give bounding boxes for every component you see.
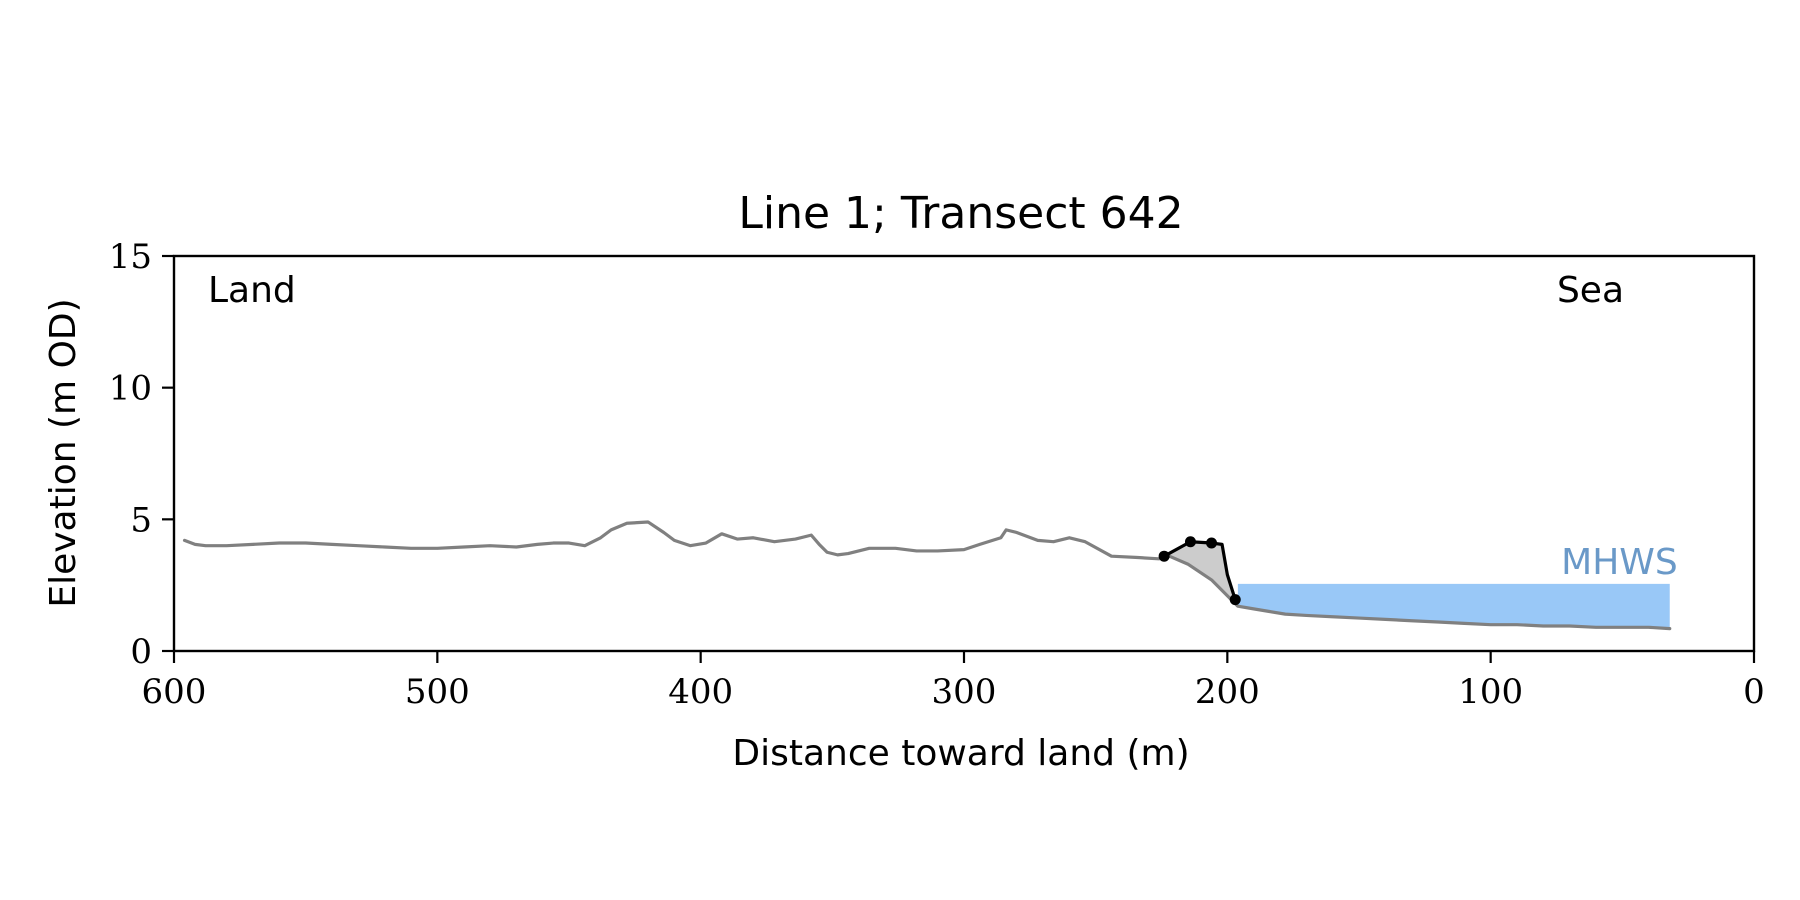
x-tick-label: 400 — [668, 672, 733, 712]
x-tick-label: 200 — [1195, 672, 1260, 712]
x-tick-label: 600 — [142, 672, 207, 712]
x-tick-label: 500 — [405, 672, 470, 712]
x-axis-label: Distance toward land (m) — [732, 733, 1189, 774]
sea-annotation: Sea — [1557, 270, 1624, 311]
y-axis-label: Elevation (m OD) — [43, 298, 84, 607]
x-tick-label: 100 — [1458, 672, 1523, 712]
cliff-marker — [1184, 536, 1196, 548]
cliff-marker — [1229, 594, 1241, 606]
x-axis-ticks: 600 500 400 300 200 100 0 — [142, 651, 1765, 712]
y-tick-label: 15 — [109, 237, 152, 277]
x-tick-label: 0 — [1743, 672, 1765, 712]
cliff-marker — [1158, 550, 1170, 562]
y-axis-ticks: 0 5 10 15 — [109, 237, 174, 672]
land-annotation: Land — [208, 270, 296, 311]
mhws-label: MHWS — [1561, 542, 1678, 583]
y-tick-label: 0 — [130, 632, 152, 672]
cliff-marker — [1206, 537, 1218, 549]
chart-title: Line 1; Transect 642 — [738, 188, 1183, 239]
plot-layer: MHWS — [182, 520, 1678, 631]
profile-line — [182, 520, 1672, 631]
y-tick-label: 10 — [109, 369, 152, 409]
x-tick-label: 300 — [932, 672, 997, 712]
y-tick-label: 5 — [130, 500, 152, 540]
